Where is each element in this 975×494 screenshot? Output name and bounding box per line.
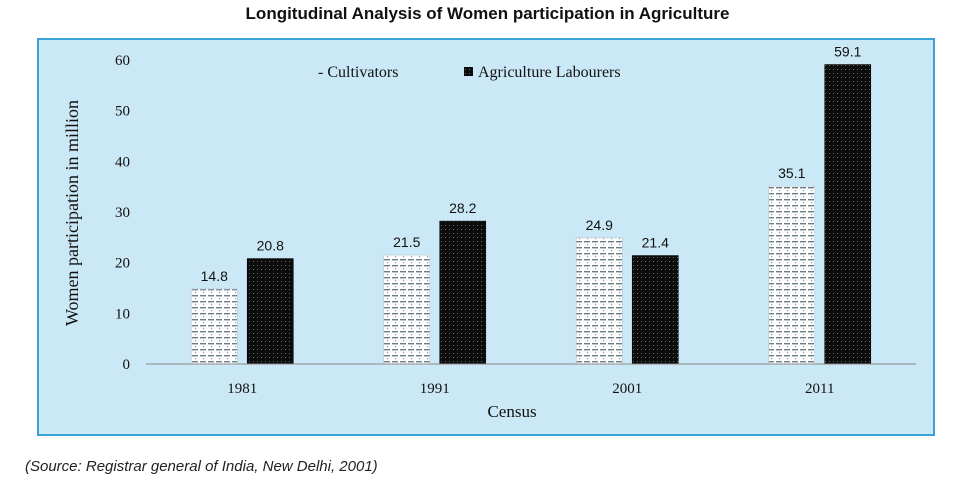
- y-tick-label: 40: [115, 154, 130, 170]
- data-labels: 14.8 20.8 21.5 28.2 24.9 21.4 35.1 59.1: [201, 44, 862, 284]
- bar-cultivators: [575, 237, 623, 365]
- data-label: 20.8: [257, 238, 284, 254]
- data-label: 21.4: [642, 235, 669, 251]
- x-tick-label: 1981: [227, 381, 257, 397]
- data-label: 59.1: [834, 44, 861, 60]
- bars: [190, 64, 872, 365]
- legend-cultivators-label: - Cultivators: [318, 64, 398, 81]
- bar-cultivators: [190, 288, 238, 365]
- legend-labourers-swatch: [464, 67, 473, 76]
- x-axis: 1981 1991 2001 2011: [146, 363, 916, 397]
- x-tick-label: 2011: [805, 381, 834, 397]
- bar-agriculture-labourers: [631, 255, 679, 365]
- y-tick-label: 0: [123, 357, 131, 373]
- chart-title: Longitudinal Analysis of Women participa…: [245, 4, 730, 23]
- y-tick-label: 50: [115, 104, 130, 120]
- x-axis-title: Census: [487, 402, 536, 421]
- y-axis-title: Women participation in million: [62, 100, 82, 326]
- y-tick-label: 20: [115, 256, 130, 272]
- x-tick-label: 1991: [420, 381, 450, 397]
- bar-cultivators: [768, 185, 816, 365]
- y-tick-label: 10: [115, 306, 130, 322]
- data-label: 14.8: [201, 268, 228, 284]
- bar-agriculture-labourers: [439, 220, 487, 365]
- bar-cultivators: [383, 254, 431, 365]
- source-note: (Source: Registrar general of India, New…: [25, 458, 378, 475]
- data-label: 24.9: [586, 217, 613, 233]
- bar-agriculture-labourers: [824, 64, 872, 365]
- legend: - Cultivators Agriculture Labourers: [318, 64, 621, 81]
- data-label: 28.2: [449, 200, 476, 216]
- data-label: 35.1: [778, 165, 805, 181]
- x-tick-label: 2001: [612, 381, 642, 397]
- bar-agriculture-labourers: [246, 258, 294, 365]
- legend-labourers-label: Agriculture Labourers: [478, 64, 621, 81]
- y-axis: 0 10 20 30 40 50 60: [115, 53, 130, 373]
- y-tick-label: 30: [115, 205, 130, 221]
- data-label: 21.5: [393, 234, 420, 250]
- y-tick-label: 60: [115, 53, 130, 69]
